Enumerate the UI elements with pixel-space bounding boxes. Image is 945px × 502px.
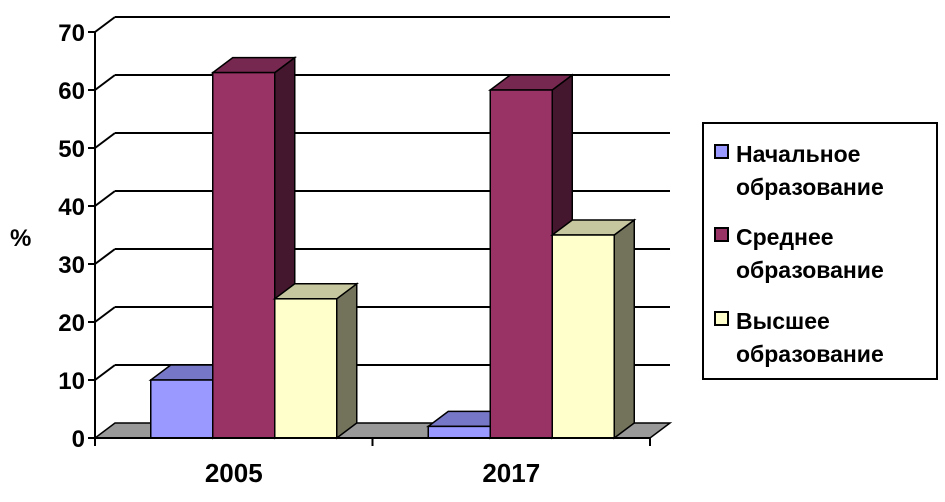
- bars: [148, 56, 637, 440]
- gridline-side: [94, 248, 116, 265]
- y-tick-label: 30: [58, 252, 85, 279]
- gridline-side: [94, 74, 116, 91]
- gridline-side: [94, 190, 116, 207]
- y-tick-label: 60: [58, 78, 85, 105]
- x-tick-label: 2005: [205, 458, 263, 488]
- y-tick-label: 70: [58, 20, 85, 47]
- legend: Начальное образование Среднее образовани…: [702, 122, 938, 380]
- y-axis: 0 10 20 30 40 50 60 70: [58, 20, 96, 453]
- bar: [550, 218, 637, 440]
- x-axis: 2005 2017: [94, 437, 651, 488]
- bar-chart: 0 10 20 30 40 50 60 70 2005 2017 %: [10, 16, 673, 488]
- gridline-side: [94, 306, 116, 323]
- gridline-side: [94, 16, 116, 33]
- y-axis-label: %: [10, 225, 31, 252]
- y-tick-label: 50: [58, 136, 85, 163]
- legend-label-secondary: Среднее образование: [736, 224, 884, 283]
- legend-label-higher: Высшее образование: [736, 308, 884, 367]
- x-tick-label: 2017: [482, 458, 540, 488]
- y-tick-label: 20: [58, 310, 85, 337]
- legend-swatch-higher: [714, 311, 729, 326]
- gridline-side: [94, 132, 116, 149]
- gridline-side: [94, 364, 116, 381]
- legend-swatch-primary: [714, 144, 729, 159]
- y-tick-label: 0: [72, 426, 85, 453]
- y-tick-label: 10: [58, 368, 85, 395]
- legend-swatch-secondary: [714, 227, 729, 242]
- y-tick-label: 40: [58, 194, 85, 221]
- legend-label-primary: Начальное образование: [736, 141, 884, 200]
- back-wall: [94, 16, 670, 381]
- bar: [272, 282, 359, 440]
